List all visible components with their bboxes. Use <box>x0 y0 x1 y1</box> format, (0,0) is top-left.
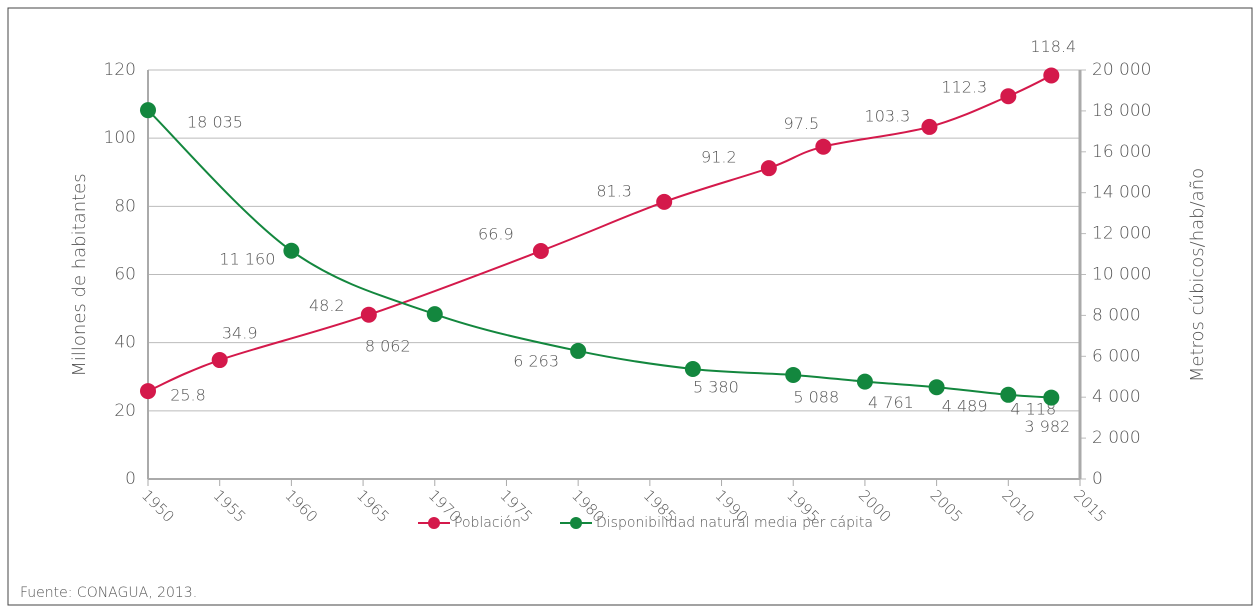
data-label: 5 088 <box>793 387 839 406</box>
data-label: 3 982 <box>1024 417 1070 436</box>
point <box>532 242 549 259</box>
y-tick-label: 100 <box>104 128 136 148</box>
data-label: 97.5 <box>784 114 820 133</box>
legend-label: Disponibilidad natural media per cápita <box>596 515 873 531</box>
point <box>760 160 777 177</box>
source: Fuente: CONAGUA, 2013. <box>20 585 197 601</box>
legend-marker <box>570 517 582 529</box>
y2-tick-label: 20 000 <box>1092 60 1151 80</box>
data-label: 4 118 <box>1010 399 1056 418</box>
data-label: 112.3 <box>941 78 987 97</box>
point <box>140 383 156 400</box>
data-label: 18 035 <box>187 113 243 132</box>
data-label: 34.9 <box>222 324 258 343</box>
point <box>1000 386 1017 403</box>
data-label: 6 263 <box>513 351 559 370</box>
data-label: 8 062 <box>365 337 411 356</box>
data-label: 66.9 <box>478 224 514 243</box>
y-tick-label: 0 <box>125 469 136 489</box>
point <box>426 306 443 323</box>
point <box>1043 389 1060 406</box>
point <box>785 366 802 383</box>
frame <box>7 7 1253 606</box>
y2-tick-label: 12 000 <box>1092 224 1151 244</box>
point <box>140 102 156 119</box>
y2-tick-label: 0 <box>1092 469 1103 489</box>
data-label: 4 761 <box>868 393 914 412</box>
y2-tick-label: 14 000 <box>1092 183 1151 203</box>
point <box>921 118 938 135</box>
y2-axis-label: Metros cúbicos/hab/año <box>1187 168 1208 382</box>
data-label: 81.3 <box>596 181 632 200</box>
point <box>283 242 300 259</box>
data-label: 48.2 <box>309 296 345 315</box>
y-tick-label: 40 <box>114 333 136 353</box>
y2-tick-label: 10 000 <box>1092 265 1151 285</box>
legend-marker <box>428 517 440 529</box>
point <box>1000 88 1017 105</box>
data-label: 5 380 <box>693 377 739 396</box>
point <box>656 193 673 210</box>
series-line <box>147 74 1052 392</box>
point <box>684 360 701 377</box>
data-label: 11 160 <box>219 249 275 268</box>
point <box>928 379 945 396</box>
y2-tick-label: 8 000 <box>1092 305 1141 325</box>
point <box>570 342 587 359</box>
y2-tick-label: 18 000 <box>1092 101 1151 121</box>
y-tick-label: 80 <box>114 196 136 216</box>
y2-tick-label: 2 000 <box>1092 428 1141 448</box>
y-tick-label: 20 <box>114 401 136 421</box>
data-label: 91.2 <box>701 148 737 167</box>
point <box>1043 67 1060 84</box>
point <box>815 138 832 155</box>
data-label: 25.8 <box>170 386 206 405</box>
data-label: 4 489 <box>942 397 988 416</box>
y2-tick-label: 4 000 <box>1092 387 1141 407</box>
data-label: 118.4 <box>1030 37 1076 56</box>
point <box>360 306 377 323</box>
x-tick-label: 2015 <box>1070 486 1110 526</box>
x-tick-label: 1965 <box>353 486 393 526</box>
legend-label: Población <box>454 515 521 531</box>
x-tick-label: 2010 <box>998 486 1038 526</box>
y2-tick-label: 6 000 <box>1092 346 1141 366</box>
y-tick-label: 120 <box>104 60 136 80</box>
y2-tick-label: 16 000 <box>1092 142 1151 162</box>
data-label: 103.3 <box>865 106 911 125</box>
x-tick-label: 2005 <box>927 486 967 526</box>
y-tick-label: 60 <box>114 265 136 285</box>
x-tick-label: 1960 <box>281 486 321 526</box>
point <box>856 373 873 390</box>
x-tick-label: 1955 <box>210 486 250 526</box>
series-line <box>147 109 1052 399</box>
point <box>211 352 228 369</box>
x-tick-label: 1950 <box>138 486 178 526</box>
y-axis-label: Millones de habitantes <box>69 173 90 376</box>
